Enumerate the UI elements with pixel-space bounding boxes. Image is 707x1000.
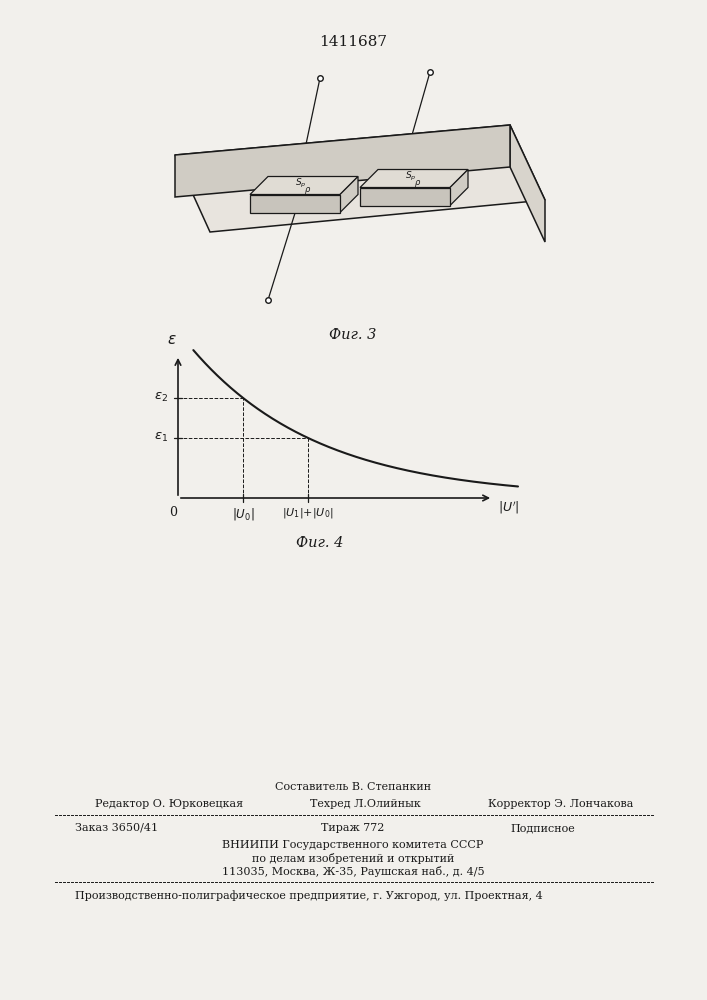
Text: Фиг. 3: Фиг. 3 bbox=[329, 328, 377, 342]
Text: $|U'|$: $|U'|$ bbox=[498, 500, 520, 516]
Text: Составитель В. Степанкин: Составитель В. Степанкин bbox=[275, 782, 431, 792]
Text: ВНИИПИ Государственного комитета СССР: ВНИИПИ Государственного комитета СССР bbox=[222, 840, 484, 850]
Text: Производственно-полиграфическое предприятие, г. Ужгород, ул. Проектная, 4: Производственно-полиграфическое предприя… bbox=[75, 890, 543, 901]
Text: Корректор Э. Лончакова: Корректор Э. Лончакова bbox=[488, 799, 633, 809]
Text: $|U_0|$: $|U_0|$ bbox=[232, 506, 255, 522]
Text: Тираж 772: Тираж 772 bbox=[321, 823, 385, 833]
Text: Редактор О. Юрковецкая: Редактор О. Юрковецкая bbox=[95, 799, 243, 809]
Text: $\rho$: $\rho$ bbox=[305, 185, 312, 196]
Text: Подписное: Подписное bbox=[510, 823, 575, 833]
Text: по делам изобретений и открытий: по делам изобретений и открытий bbox=[252, 853, 454, 864]
Text: Заказ 3650/41: Заказ 3650/41 bbox=[75, 823, 158, 833]
Polygon shape bbox=[250, 176, 358, 194]
Polygon shape bbox=[175, 125, 510, 197]
Text: $\rho$: $\rho$ bbox=[414, 178, 421, 189]
Text: $\varepsilon_2$: $\varepsilon_2$ bbox=[154, 391, 168, 404]
Text: 1411687: 1411687 bbox=[319, 35, 387, 49]
Polygon shape bbox=[340, 176, 358, 213]
Text: 113035, Москва, Ж-35, Раушская наб., д. 4/5: 113035, Москва, Ж-35, Раушская наб., д. … bbox=[222, 866, 484, 877]
Polygon shape bbox=[360, 188, 450, 206]
Polygon shape bbox=[250, 194, 340, 213]
Text: 0: 0 bbox=[169, 506, 177, 519]
Polygon shape bbox=[360, 169, 468, 188]
Text: Фиг. 4: Фиг. 4 bbox=[296, 536, 344, 550]
Polygon shape bbox=[175, 125, 545, 232]
Text: $S_p$: $S_p$ bbox=[296, 177, 307, 190]
Text: $S_p$: $S_p$ bbox=[405, 170, 416, 183]
Polygon shape bbox=[450, 169, 468, 206]
Text: $\varepsilon_1$: $\varepsilon_1$ bbox=[154, 431, 168, 444]
Text: Техред Л.Олийнык: Техред Л.Олийнык bbox=[310, 799, 421, 809]
Text: $|U_1|$$+$$|U_0|$: $|U_1|$$+$$|U_0|$ bbox=[282, 506, 334, 520]
Polygon shape bbox=[510, 125, 545, 242]
Text: $\varepsilon$: $\varepsilon$ bbox=[167, 333, 177, 347]
